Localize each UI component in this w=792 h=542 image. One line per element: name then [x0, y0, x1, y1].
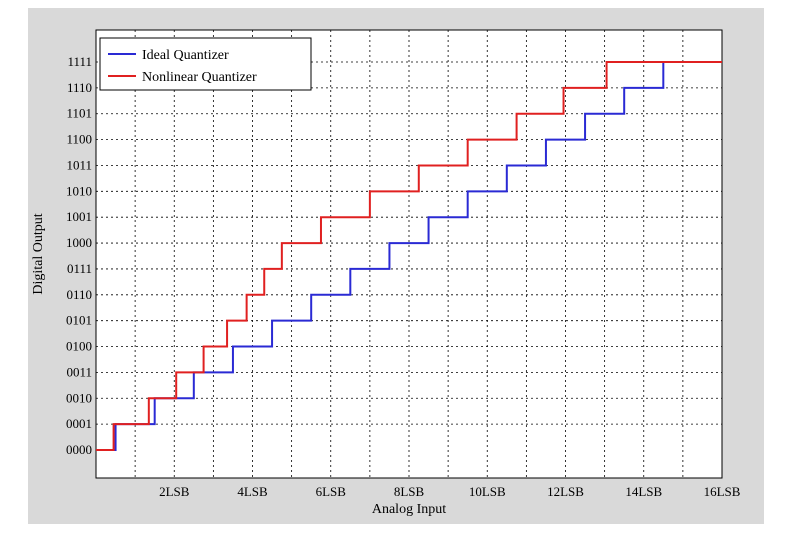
y-axis-label: Digital Output — [31, 213, 46, 294]
x-tick-label: 8LSB — [394, 484, 425, 499]
x-tick-label: 2LSB — [159, 484, 190, 499]
x-tick-labels: 2LSB 4LSB 6LSB 8LSB 10LSB 12LSB 14LSB 16LSB — [159, 484, 741, 499]
y-tick-label: 0101 — [66, 313, 92, 328]
y-tick-label: 0000 — [66, 442, 92, 457]
y-tick-label: 1011 — [66, 157, 92, 172]
y-tick-label: 1110 — [67, 80, 92, 95]
y-tick-labels: 0000 0001 0010 0011 0100 0101 0110 0111 1000 1001… — [66, 54, 92, 457]
quantizer-chart: 2LSB 4LSB 6LSB 8LSB 10LSB 12LSB 14LSB 16LSB 000… — [31, 29, 741, 517]
y-tick-label: 0100 — [66, 339, 92, 354]
legend: Ideal Quantizer Nonlinear Quantizer — [99, 37, 312, 91]
y-tick-label: 1111 — [67, 54, 92, 69]
y-tick-label: 0110 — [66, 287, 92, 302]
y-tick-label: 1101 — [66, 106, 92, 121]
y-tick-label: 1001 — [66, 209, 92, 224]
x-tick-label: 6LSB — [316, 484, 347, 499]
x-axis-label: Analog Input — [372, 502, 446, 517]
legend-box — [99, 37, 312, 91]
chart-frame: 2LSB 4LSB 6LSB 8LSB 10LSB 12LSB 14LSB 16LSB 000… — [28, 8, 764, 524]
series-line-ideal-quantizer — [96, 61, 665, 451]
x-tick-label: 4LSB — [237, 484, 268, 499]
y-tick-label: 0010 — [66, 390, 92, 405]
legend-label-nonlinear: Nonlinear Quantizer — [142, 70, 257, 85]
y-tick-label: 0011 — [66, 364, 92, 379]
x-tick-label: 10LSB — [469, 484, 506, 499]
x-tick-label: 12LSB — [547, 484, 584, 499]
y-tick-label: 0111 — [67, 261, 92, 276]
y-tick-label: 1010 — [66, 183, 92, 198]
y-tick-label: 1100 — [66, 132, 92, 147]
series-line-nonlinear-quantizer — [96, 61, 722, 451]
plot-area — [95, 29, 723, 479]
y-tick-label: 1000 — [66, 235, 92, 250]
x-tick-label: 16LSB — [704, 484, 741, 499]
y-tick-label: 0001 — [66, 416, 92, 431]
series-layer — [96, 61, 722, 451]
x-tick-label: 14LSB — [625, 484, 662, 499]
legend-label-ideal: Ideal Quantizer — [142, 48, 229, 63]
